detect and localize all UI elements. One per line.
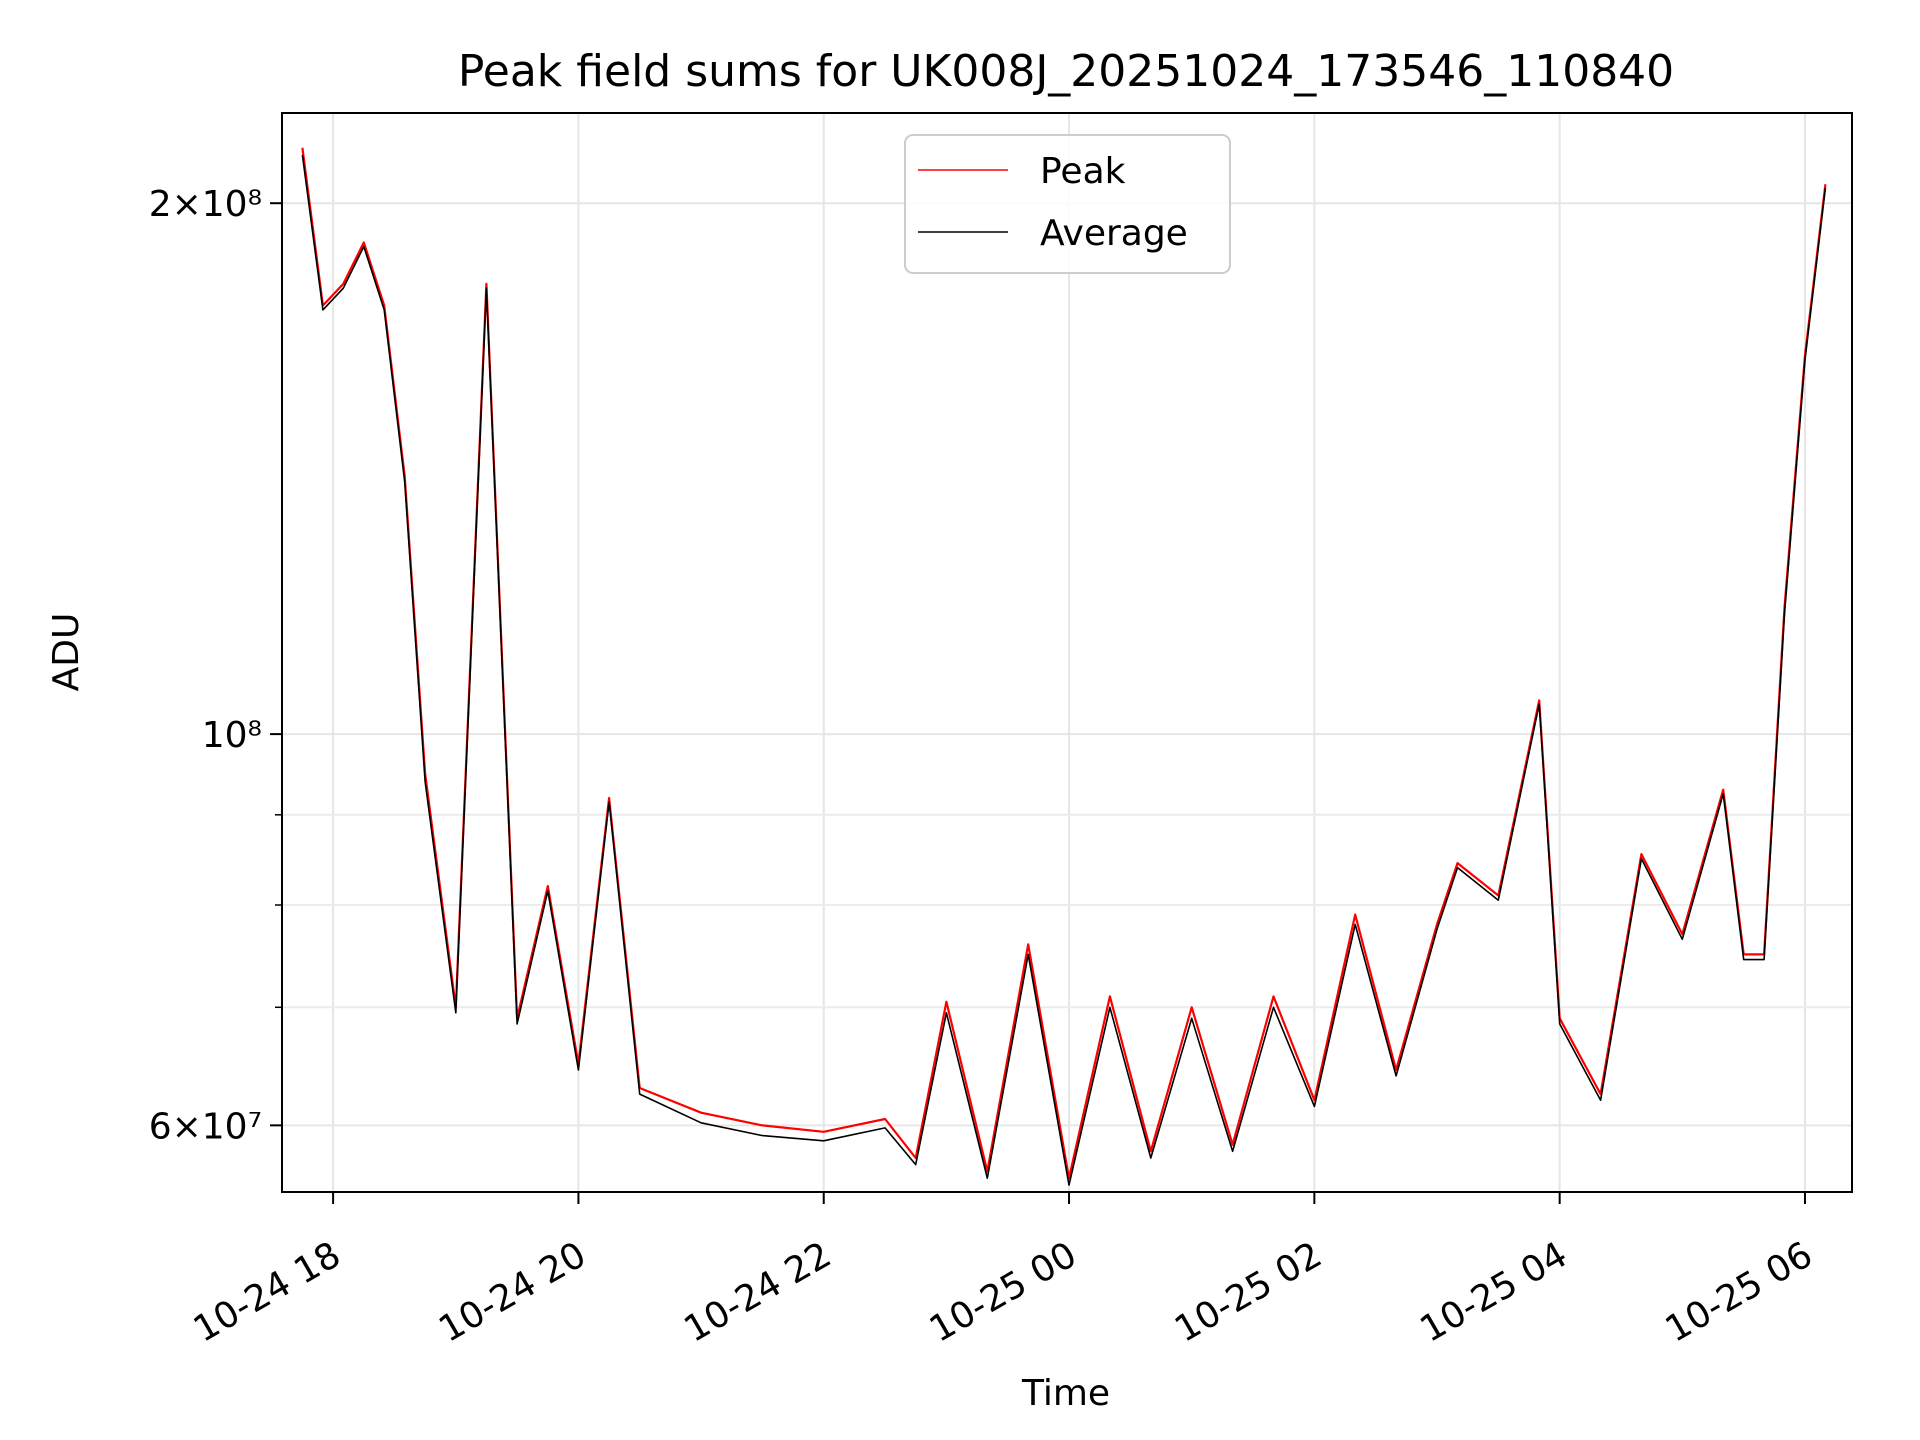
legend: Peak Average bbox=[904, 134, 1231, 274]
x-axis-label: Time bbox=[1021, 1373, 1110, 1414]
y-axis-label: ADU bbox=[46, 613, 87, 692]
y-tick-label: 6×10⁷ bbox=[149, 1106, 262, 1147]
y-tick-label: 10⁸ bbox=[202, 715, 262, 756]
legend-average-label: Average bbox=[1040, 213, 1188, 254]
chart-title: Peak field sums for UK008J_20251024_1735… bbox=[458, 46, 1674, 97]
plot-area bbox=[301, 147, 1827, 1186]
legend-peak-label: Peak bbox=[1040, 151, 1126, 192]
y-tick-label: 2×10⁸ bbox=[149, 184, 262, 225]
series-line-average bbox=[301, 154, 1827, 1186]
axes-frame bbox=[281, 112, 1853, 1193]
y-axis: 6×10⁷ 10⁸ 2×10⁸ bbox=[149, 184, 282, 1147]
